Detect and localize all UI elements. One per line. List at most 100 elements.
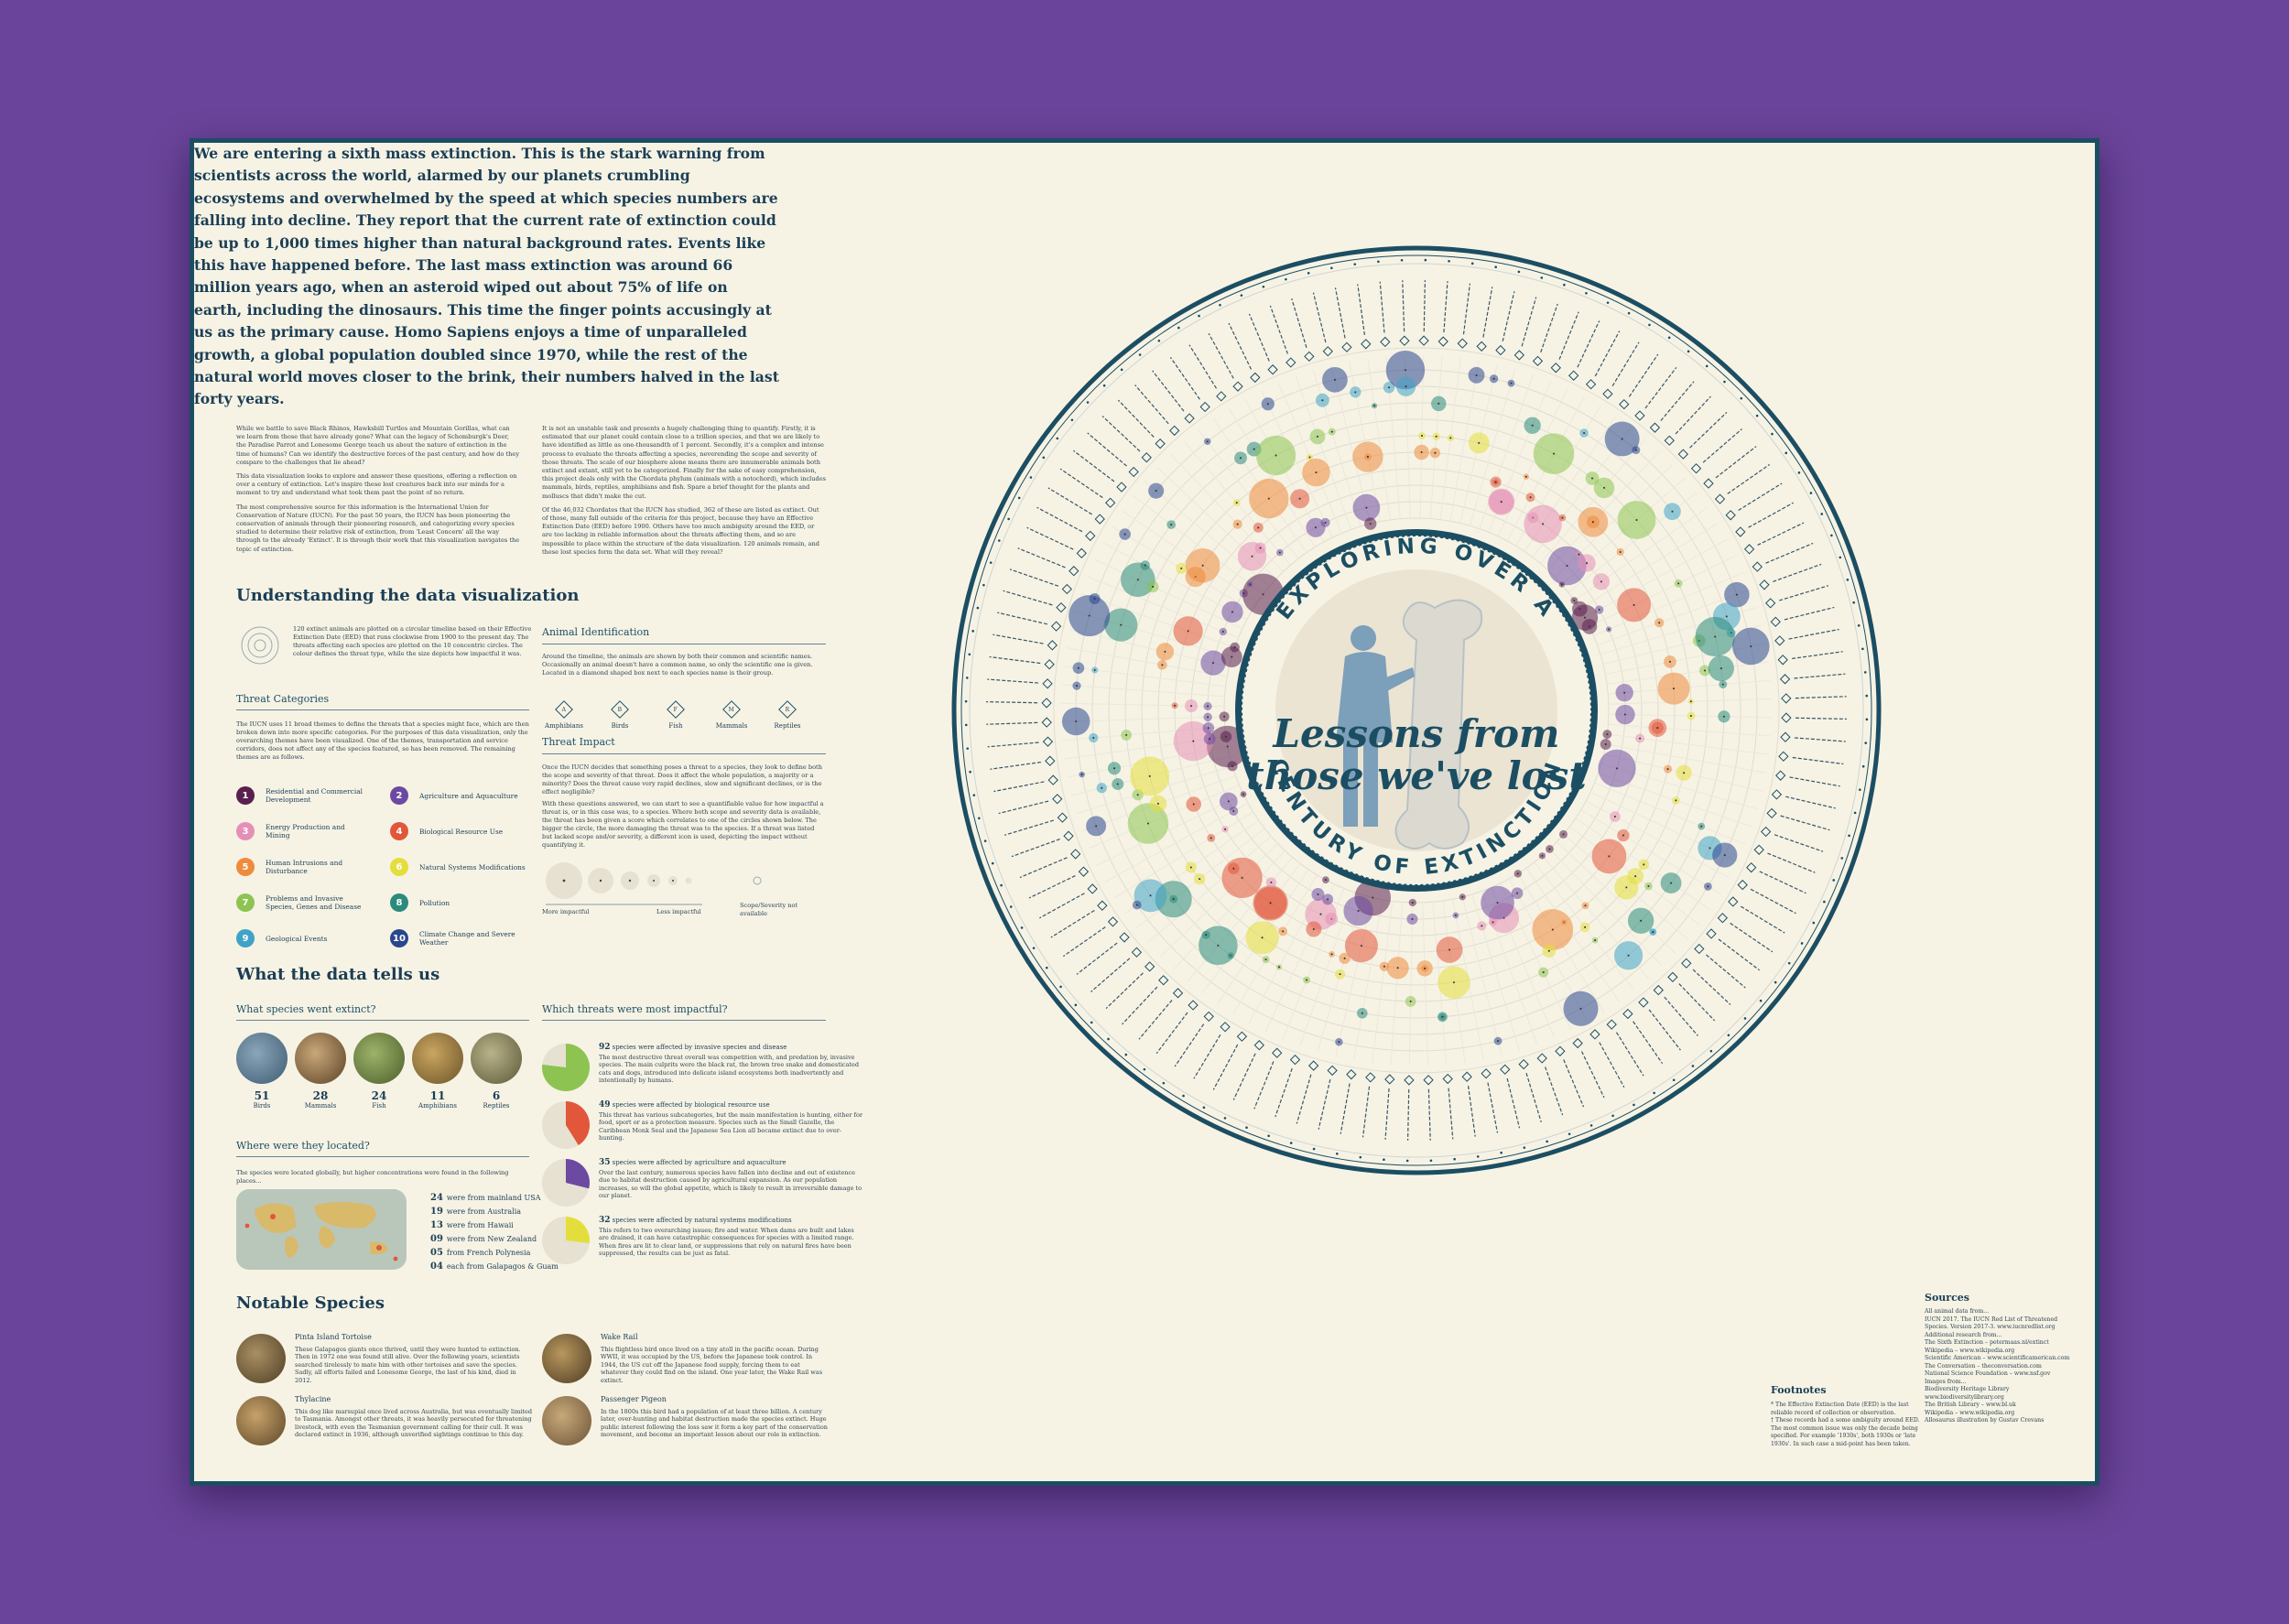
species-name-placeholder [1340, 1083, 1351, 1134]
threat-bubble-center [1249, 583, 1252, 586]
threat-bubble-center [1643, 863, 1645, 866]
impact-description: 49 species were affected by biological r… [599, 1101, 864, 1142]
timeline-spoke [1133, 495, 1264, 595]
threat-bubble-center [1531, 424, 1534, 427]
threat-number-badge: 9 [236, 929, 255, 947]
threat-bubble-center [1627, 954, 1630, 957]
species-name-placeholder [1675, 395, 1711, 435]
species-name-placeholder [1774, 834, 1824, 852]
year-tick [1861, 764, 1865, 768]
animal-type-code: A [561, 706, 567, 713]
threat-bubble-center [1259, 547, 1262, 549]
animal-type-marker [1272, 1047, 1283, 1058]
footnote-line: The most common issue was only the decad… [1771, 1424, 1918, 1432]
threat-bubble-center [1278, 551, 1281, 554]
animal-type-marker [1777, 655, 1788, 666]
location-item: 19 were from Australia [430, 1207, 521, 1217]
threat-bubble-center [1634, 875, 1637, 878]
year-tick [1743, 1017, 1747, 1020]
timeline-spoke [1584, 538, 1729, 619]
threat-bubble-center [1658, 622, 1661, 624]
animal-type-marker [1361, 339, 1372, 350]
threat-bubble-center [1639, 737, 1642, 740]
year-tick [1042, 456, 1046, 460]
year-tick [1359, 1155, 1362, 1159]
year-tick [1727, 1034, 1730, 1037]
animal-type-marker [1550, 363, 1561, 374]
species-name-placeholder [1275, 1067, 1293, 1118]
species-name-placeholder [1228, 322, 1253, 370]
impact-title: species were affected by agriculture and… [612, 1159, 787, 1166]
species-name-placeholder [1291, 298, 1307, 348]
threat-bubble-center [1634, 449, 1637, 451]
animal-type-marker [1141, 452, 1152, 463]
threat-bubble-center [1588, 625, 1590, 628]
threat-bubble-center [1623, 713, 1626, 716]
species-name-placeholder [1134, 384, 1169, 425]
timeline-spoke [1353, 899, 1383, 1061]
not-available-label: Scope/Severity not available [740, 902, 798, 917]
animal-type-marker [1155, 438, 1166, 449]
threat-categories-heading: Threat Categories [236, 693, 330, 705]
threat-bubble-center [1750, 644, 1752, 647]
paragraph: The most comprehensive source for this i… [236, 503, 520, 553]
threat-bubble-center [1312, 927, 1315, 930]
threat-bubble-center [1683, 772, 1686, 774]
year-tick [1705, 364, 1709, 368]
threat-bubble-center [1623, 691, 1626, 694]
species-name-placeholder [986, 701, 1038, 704]
species-name-placeholder [1059, 468, 1103, 499]
threat-bubble-center [1405, 385, 1407, 388]
threat-bubble-center [1722, 715, 1725, 718]
threat-bubble-center [1253, 448, 1255, 450]
species-name-placeholder [1577, 320, 1600, 368]
threat-bubble-center [1207, 716, 1210, 719]
impact-pie [542, 1044, 590, 1091]
year-tick [1090, 1021, 1093, 1024]
animal-type-marker [1203, 1011, 1214, 1023]
animal-type-marker [1250, 372, 1261, 384]
threat-ring [1141, 435, 1692, 986]
impact-pie [542, 1159, 590, 1207]
timeline-spoke [1173, 850, 1286, 970]
threat-ring [1091, 385, 1741, 1035]
year-tick [991, 861, 994, 865]
year-tick [1138, 353, 1142, 356]
threat-bubble-center [1148, 774, 1151, 777]
timeline-spoke [1549, 849, 1664, 968]
year-tick [1262, 285, 1265, 288]
man-illustration [1336, 625, 1415, 827]
species-name-placeholder [1580, 1051, 1605, 1099]
location-count: 04 [430, 1261, 443, 1272]
animal-type-marker [1047, 640, 1058, 651]
impact-title: species were affected by invasive specie… [612, 1044, 787, 1051]
species-name-placeholder [1648, 1009, 1681, 1051]
section-heading-tells: What the data tells us [236, 965, 440, 984]
species-name-placeholder [1660, 381, 1695, 421]
species-name-placeholder [1402, 280, 1405, 332]
animal-type-marker [1128, 466, 1139, 478]
footnote-line: specified. For example '1930s', both 193… [1771, 1433, 1916, 1439]
impact-text: Over the last century, numerous species … [599, 1168, 862, 1200]
year-tick [1223, 1117, 1227, 1120]
species-name-placeholder [1423, 280, 1426, 332]
center-title-line2: those we've lost [1246, 753, 1586, 798]
threat-bubble-center [1242, 793, 1245, 796]
timeline-spoke [1094, 558, 1243, 630]
notable-species-description: In the 1800s this bird had a population … [601, 1407, 828, 1439]
threat-bubble-center [1492, 921, 1494, 924]
timeline-spoke [1372, 901, 1394, 1064]
threat-bubble-center [1633, 603, 1635, 606]
species-name-placeholder [1036, 506, 1083, 533]
threat-bubble-center [1146, 822, 1149, 825]
animal-type-marker [1042, 736, 1054, 747]
year-tick [1336, 1153, 1339, 1155]
species-name-placeholder [1379, 281, 1385, 333]
year-tick [1627, 311, 1631, 315]
year-tick [1540, 276, 1544, 279]
location-item: 13 were from Hawaii [430, 1220, 514, 1230]
timeline-spoke [1061, 702, 1225, 708]
animal-type-code: F [673, 706, 678, 713]
threat-bubble-center [1343, 957, 1346, 959]
year-tick [1667, 336, 1671, 340]
